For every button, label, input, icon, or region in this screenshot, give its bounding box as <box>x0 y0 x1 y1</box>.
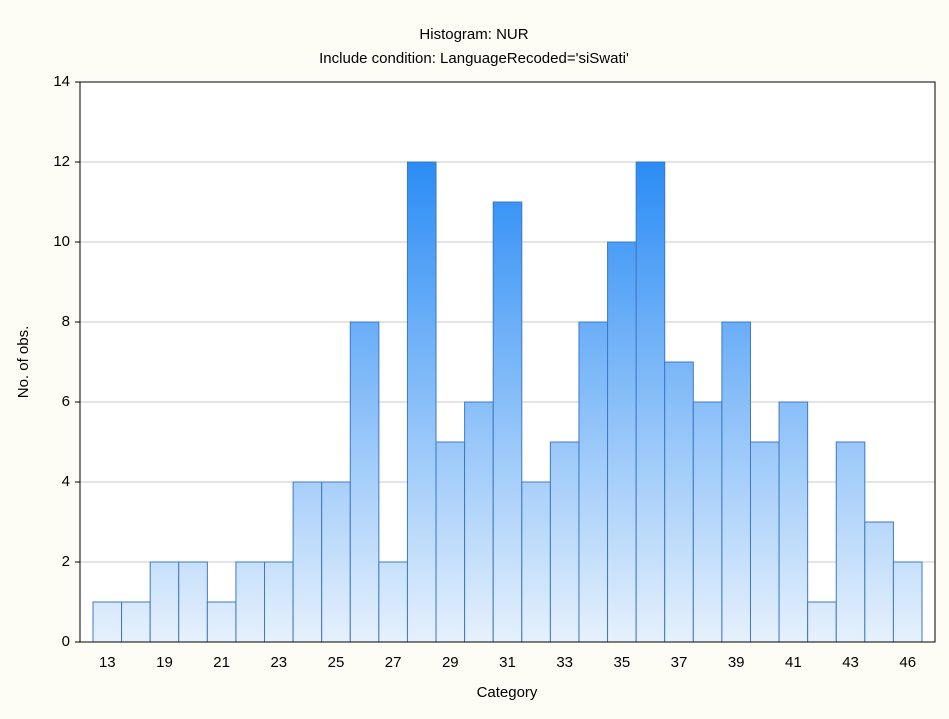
x-tick-label: 23 <box>270 654 287 671</box>
bar <box>264 561 294 643</box>
x-axis-label: Category <box>477 684 538 701</box>
bar <box>92 601 123 643</box>
bar <box>378 561 408 643</box>
bar <box>149 561 180 643</box>
bar <box>607 241 637 643</box>
chart-title: Histogram: NUR <box>419 26 528 43</box>
bar <box>664 361 694 643</box>
bar <box>778 401 809 643</box>
x-tick-label: 27 <box>385 654 402 671</box>
bar <box>892 561 923 643</box>
y-tick-label: 0 <box>62 633 70 650</box>
bar <box>692 401 723 643</box>
x-tick-label: 25 <box>328 654 345 671</box>
y-tick-label: 2 <box>62 553 70 570</box>
x-tick-label: 21 <box>213 654 230 671</box>
bar <box>121 601 151 643</box>
y-tick-label: 14 <box>53 73 70 90</box>
x-tick-label: 39 <box>728 654 745 671</box>
x-tick-label: 33 <box>556 654 573 671</box>
x-tick-label: 37 <box>671 654 688 671</box>
x-tick-label: 29 <box>442 654 459 671</box>
x-tick-label: 19 <box>156 654 173 671</box>
y-tick-label: 8 <box>62 313 70 330</box>
y-tick-label: 6 <box>62 393 70 410</box>
bar <box>721 321 751 643</box>
bar <box>578 321 609 643</box>
bar <box>807 601 837 643</box>
y-tick-label: 12 <box>53 153 70 170</box>
bar <box>492 201 523 643</box>
x-tick-label: 43 <box>842 654 859 671</box>
x-tick-label: 41 <box>785 654 802 671</box>
bar <box>521 481 551 643</box>
bar <box>349 321 380 643</box>
plot-border <box>79 81 936 643</box>
bar <box>549 441 580 643</box>
bar <box>406 161 437 643</box>
x-tick-label: 31 <box>499 654 516 671</box>
bar <box>321 481 351 643</box>
y-tick-label: 10 <box>53 233 70 250</box>
bar <box>435 441 466 643</box>
bar <box>835 441 866 643</box>
bar <box>235 561 266 643</box>
bar <box>206 601 237 643</box>
bar <box>292 481 323 643</box>
y-axis-label: No. of obs. <box>15 326 32 399</box>
x-tick-label: 46 <box>899 654 916 671</box>
bar <box>749 441 780 643</box>
y-tick-label: 4 <box>62 473 70 490</box>
bar <box>864 521 894 643</box>
bar <box>635 161 666 643</box>
bar <box>178 561 208 643</box>
x-tick-label: 35 <box>614 654 631 671</box>
x-tick-label: 13 <box>99 654 116 671</box>
chart-subtitle: Include condition: LanguageRecoded='siSw… <box>319 50 629 67</box>
bar <box>464 401 494 643</box>
